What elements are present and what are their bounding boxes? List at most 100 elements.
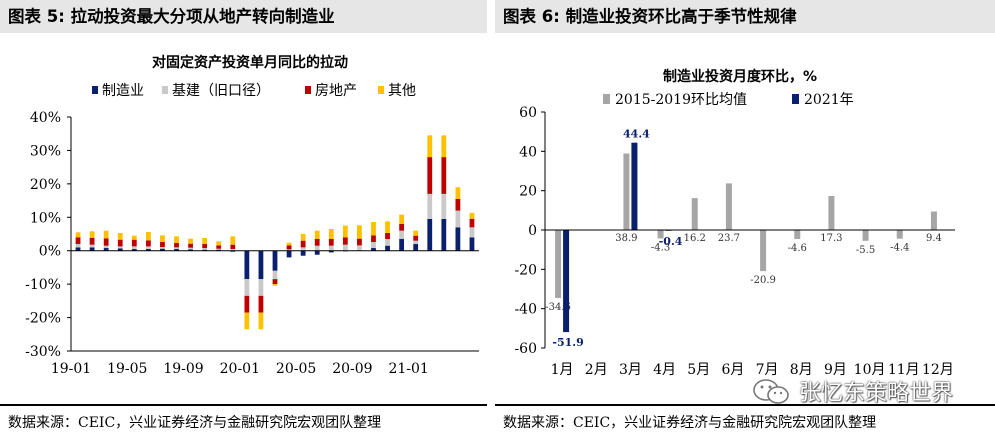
legend-label-2021: 2021年 (804, 92, 854, 108)
bar-其他-16 (300, 234, 306, 241)
bar-基建-3 (117, 246, 123, 249)
bar-房地产-14 (272, 279, 278, 285)
bar-其他-8 (188, 238, 193, 244)
bar-制造业-22 (385, 245, 390, 251)
bar-基建-7 (174, 247, 179, 250)
bar-其他-19 (342, 225, 348, 238)
bar-制造业-8 (188, 249, 193, 251)
bar-基建-1 (89, 244, 95, 248)
bar-其他-13 (258, 312, 264, 330)
data-label-avg: -20.9 (750, 275, 776, 286)
bar-制造业-1 (89, 247, 95, 251)
legend-swatch-2021 (792, 94, 799, 104)
bar-房地产-9 (202, 244, 208, 249)
data-label-avg: 38.9 (615, 233, 637, 244)
bar-基建-2 (103, 245, 109, 249)
bar-房地产-23 (399, 223, 405, 231)
bar-其他-2 (103, 230, 109, 239)
bar-房地产-25 (427, 157, 433, 194)
bar-其他-24 (413, 230, 419, 236)
y-tick-label: -20 (514, 262, 537, 278)
bar-基建-5 (145, 246, 151, 250)
bar-avg-4 (691, 198, 698, 230)
right-divider (495, 404, 995, 406)
bar-房地产-26 (441, 157, 447, 194)
wechat-icon (753, 379, 789, 404)
bar-基建-12 (244, 279, 250, 296)
y-tick-label: -30% (25, 344, 61, 360)
bar-基建-0 (75, 244, 81, 248)
x-tick-label: 7月 (756, 362, 779, 378)
x-tick-label: 2月 (585, 362, 608, 378)
bar-其他-26 (441, 135, 447, 158)
bar-房地产-21 (371, 235, 376, 243)
bar-基建-10 (216, 248, 222, 250)
bar-房地产-17 (314, 239, 320, 246)
bar-其他-1 (89, 231, 95, 239)
bar-房地产-7 (174, 243, 179, 248)
data-label-avg: 9.4 (926, 233, 942, 244)
x-tick-label: 20-05 (276, 361, 316, 377)
legend-label-3: 其他 (388, 83, 416, 99)
bar-制造业-14 (272, 250, 278, 271)
bar-2021-2 (631, 142, 638, 230)
bar-2021-0 (563, 230, 570, 333)
data-label-2021: -0.4 (659, 235, 683, 248)
data-label-avg: -4.3 (651, 242, 670, 253)
bar-制造业-12 (244, 250, 250, 280)
legend-swatch-avg (603, 94, 610, 104)
legend-swatch-0 (92, 86, 98, 94)
bar-制造业-15 (286, 250, 292, 258)
bar-avg-6 (760, 230, 767, 272)
left-panel: 图表 5: 拉动投资最大分项从地产转向制造业 对固定资产投资单月同比的拉动 制造业… (0, 0, 487, 437)
bar-房地产-0 (75, 237, 81, 245)
bar-房地产-3 (117, 239, 123, 247)
bar-房地产-10 (216, 245, 222, 249)
bar-房地产-13 (258, 295, 264, 313)
bar-基建-6 (160, 247, 165, 249)
bar-制造业-13 (258, 250, 264, 280)
bar-制造业-26 (441, 218, 447, 251)
bar-制造业-7 (174, 249, 179, 251)
bar-avg-7 (794, 230, 801, 240)
bar-avg-5 (725, 183, 732, 230)
bar-基建-14 (272, 270, 278, 280)
data-label-avg: -4.6 (788, 243, 807, 254)
bar-制造业-2 (103, 248, 109, 251)
data-label-avg: -5.5 (856, 245, 875, 256)
legend-swatch-3 (378, 86, 384, 94)
y-tick-label: 10% (30, 210, 61, 226)
bar-avg-8 (828, 195, 835, 230)
bar-制造业-11 (230, 250, 236, 252)
bar-avg-10 (896, 230, 903, 239)
bar-制造业-24 (413, 244, 419, 251)
x-tick-label: 4月 (653, 362, 676, 378)
bar-基建-19 (342, 244, 348, 251)
right-header: 图表 6: 制造业投资环比高于季节性规律 (495, 0, 995, 33)
bar-avg-0 (555, 230, 562, 299)
bar-房地产-4 (131, 239, 137, 247)
bar-制造业-17 (314, 250, 320, 255)
bar-avg-3 (657, 230, 664, 239)
bar-基建-17 (314, 245, 320, 251)
bar-基建-8 (188, 247, 193, 250)
legend-label-avg: 2015-2019环比均值 (615, 92, 747, 108)
data-label-avg: 23.7 (718, 233, 740, 244)
legend-label-1: 基建（旧口径） (172, 82, 270, 99)
bar-基建-18 (328, 245, 334, 251)
bar-房地产-15 (286, 245, 292, 250)
left-header: 图表 5: 拉动投资最大分项从地产转向制造业 (0, 0, 487, 33)
bar-基建-28 (469, 227, 475, 238)
bar-房地产-27 (455, 198, 461, 211)
left-divider (0, 404, 487, 406)
bar-其他-18 (328, 228, 334, 240)
bar-avg-11 (930, 211, 937, 230)
bar-房地产-8 (188, 243, 193, 248)
bar-房地产-11 (230, 244, 236, 250)
right-panel: 图表 6: 制造业投资环比高于季节性规律 制造业投资月度环比，% 2015-201… (495, 0, 995, 437)
bar-基建-11 (230, 249, 236, 251)
y-tick-label: 60 (519, 105, 537, 121)
legend-swatch-1 (162, 86, 168, 94)
bar-其他-27 (455, 187, 461, 199)
x-tick-label: 8月 (790, 362, 813, 378)
